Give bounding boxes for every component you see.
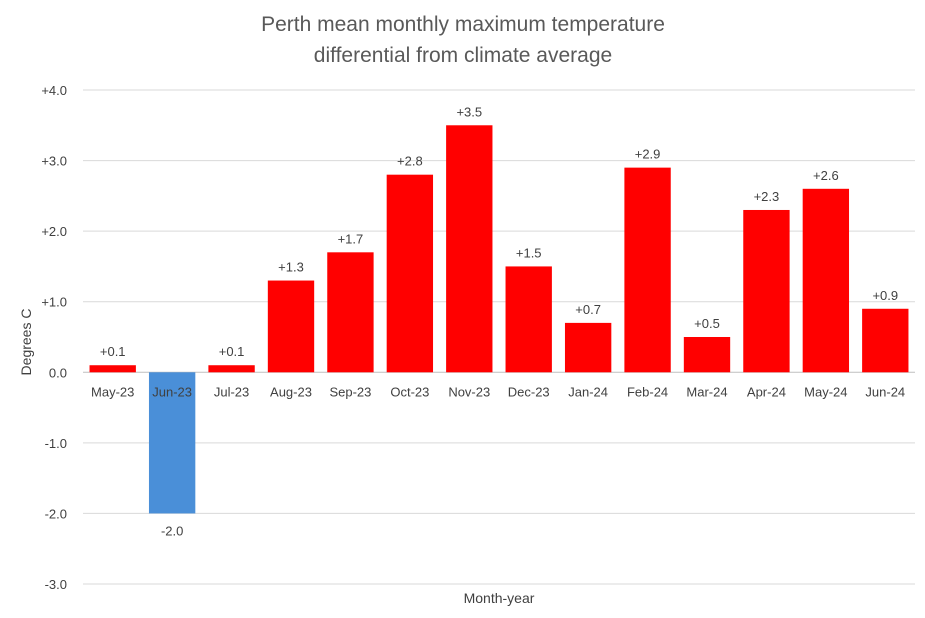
x-tick-label: Nov-23 <box>448 384 490 399</box>
data-label: +0.7 <box>575 302 601 317</box>
bar-sep-23 <box>327 252 374 373</box>
x-tick-label: Apr-24 <box>747 384 786 399</box>
x-axis-label: Month-year <box>464 590 535 606</box>
bar-mar-24 <box>683 337 731 373</box>
x-tick-label: Mar-24 <box>686 384 727 399</box>
chart-title-line-1: Perth mean monthly maximum temperature <box>261 13 665 36</box>
bar-feb-24 <box>624 167 671 373</box>
y-tick-label: 0.0 <box>49 365 67 380</box>
bar-dec-23 <box>505 266 552 373</box>
data-label: +3.5 <box>456 104 482 119</box>
data-label: -2.0 <box>161 523 183 538</box>
data-label: +1.7 <box>338 231 364 246</box>
chart-title-line-2: differential from climate average <box>314 44 612 67</box>
x-tick-label: May-23 <box>91 384 134 399</box>
bar-jun-23 <box>148 372 196 514</box>
bar-aug-23 <box>267 280 315 373</box>
data-label: +0.5 <box>694 316 720 331</box>
y-tick-label: +3.0 <box>41 154 67 169</box>
y-axis-label: Degrees C <box>18 309 34 376</box>
x-tick-label: Feb-24 <box>627 384 668 399</box>
bar-jan-24 <box>564 322 612 373</box>
bar-jul-23 <box>208 365 255 373</box>
bar-may-24 <box>802 188 850 373</box>
bar-may-23 <box>89 365 136 373</box>
data-label: +2.9 <box>635 147 661 162</box>
bar-apr-24 <box>743 209 790 373</box>
x-tick-label: May-24 <box>804 384 847 399</box>
data-label: +0.1 <box>219 344 245 359</box>
data-label: +2.6 <box>813 168 839 183</box>
x-tick-label: Jun-23 <box>152 384 192 399</box>
data-label: +1.5 <box>516 245 542 260</box>
x-tick-label: Jun-24 <box>865 384 905 399</box>
bar-oct-23 <box>386 174 434 373</box>
y-tick-label: -1.0 <box>45 436 67 451</box>
bar-nov-23 <box>446 125 493 373</box>
data-label: +0.1 <box>100 344 126 359</box>
y-tick-label: -3.0 <box>45 577 67 592</box>
data-label: +2.3 <box>754 189 780 204</box>
y-tick-label: +4.0 <box>41 83 67 98</box>
data-label: +2.8 <box>397 154 423 169</box>
y-tick-label: -2.0 <box>45 506 67 521</box>
data-label: +1.3 <box>278 260 304 275</box>
x-tick-label: Jul-23 <box>214 384 249 399</box>
x-tick-label: Aug-23 <box>270 384 312 399</box>
y-tick-label: +1.0 <box>41 295 67 310</box>
x-tick-label: Sep-23 <box>329 384 371 399</box>
x-tick-label: Jan-24 <box>568 384 608 399</box>
y-tick-label: +2.0 <box>41 224 67 239</box>
bar-jun-24 <box>862 308 909 373</box>
x-tick-label: Dec-23 <box>508 384 550 399</box>
x-tick-label: Oct-23 <box>390 384 429 399</box>
data-label: +0.9 <box>872 288 898 303</box>
